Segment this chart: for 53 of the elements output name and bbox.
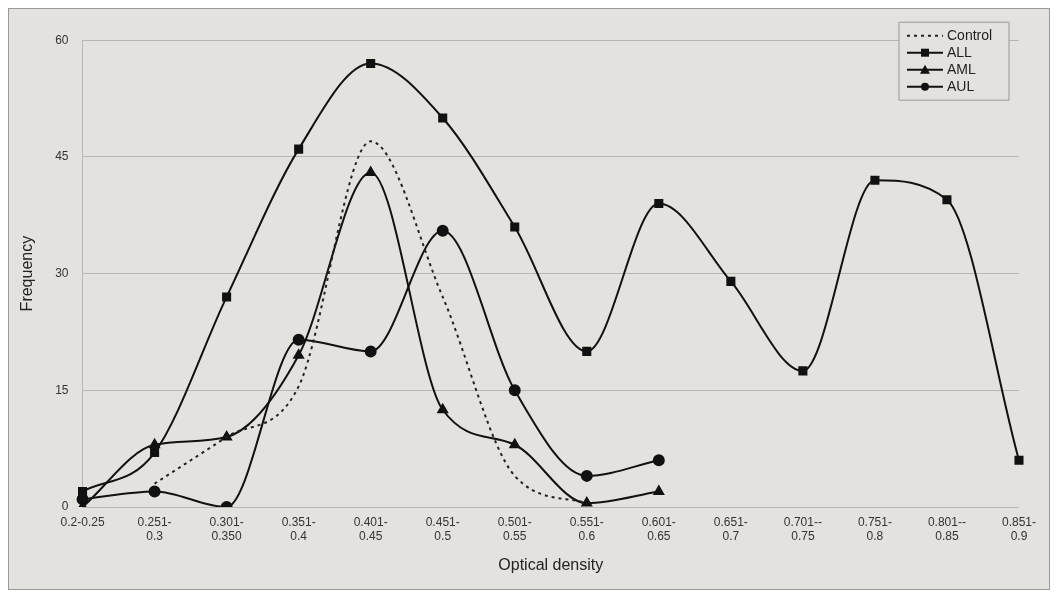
x-tick-label: 0.451- 0.5: [425, 514, 460, 543]
legend-label: ALL: [946, 43, 973, 60]
point: [652, 454, 665, 467]
point: [509, 438, 521, 449]
point: [438, 113, 448, 123]
point: [366, 59, 376, 69]
x-tick-label: 0.401- 0.45: [353, 514, 388, 543]
x-tick-label: 0.801-- 0.85: [927, 514, 966, 543]
y-tick-label: 0: [61, 499, 69, 514]
x-tick-label: 0.751- 0.8: [857, 514, 892, 543]
point: [149, 438, 160, 449]
x-axis-title: Optical density: [498, 555, 604, 573]
point: [654, 199, 664, 209]
point: [364, 345, 377, 358]
point: [726, 276, 736, 286]
point: [292, 333, 305, 346]
y-tick-label: 45: [55, 149, 69, 164]
y-tick-label: 30: [55, 265, 69, 280]
y-tick-label: 15: [55, 382, 69, 397]
legend-label: Control: [946, 26, 993, 43]
point: [508, 384, 521, 397]
point: [510, 222, 520, 232]
point: [294, 144, 304, 154]
point: [581, 497, 593, 507]
legend-label: AUL: [946, 77, 975, 94]
point: [365, 166, 377, 176]
point: [582, 346, 592, 356]
point: [653, 485, 665, 495]
point: [78, 486, 88, 496]
point: [437, 403, 449, 414]
x-tick-label: 0.851- 0.9: [1001, 514, 1036, 543]
point: [942, 195, 952, 205]
x-tick-label: 0.2-0.25: [60, 514, 105, 529]
point: [148, 485, 161, 498]
y-tick-label: 60: [55, 32, 69, 47]
x-tick-label: 0.551- 0.6: [569, 514, 604, 543]
point: [150, 448, 160, 458]
x-tick-label: 0.351- 0.4: [281, 514, 316, 543]
legend-label: AML: [946, 60, 976, 77]
x-tick-label: 0.301- 0.350: [209, 514, 244, 543]
x-tick-label: 0.701-- 0.75: [783, 514, 822, 543]
point: [870, 175, 880, 185]
x-tick-label: 0.501- 0.55: [497, 514, 532, 543]
point: [293, 349, 304, 359]
x-tick-label: 0.251- 0.3: [137, 514, 172, 543]
y-axis-title: Frequency: [18, 235, 36, 312]
point: [436, 224, 449, 237]
point: [222, 292, 232, 302]
point: [1014, 455, 1024, 465]
x-tick-label: 0.601- 0.65: [641, 514, 676, 543]
x-tick-label: 0.651- 0.7: [713, 514, 748, 543]
point: [580, 469, 593, 482]
point: [798, 366, 808, 376]
